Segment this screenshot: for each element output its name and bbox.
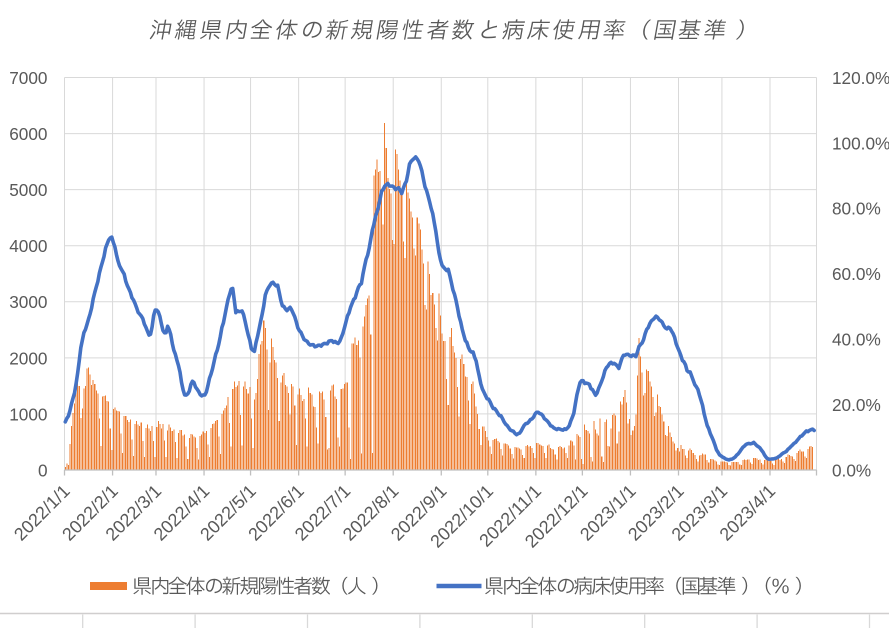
svg-text:3000: 3000 <box>9 292 47 312</box>
svg-text:40.0%: 40.0% <box>832 330 881 350</box>
svg-text:7000: 7000 <box>9 68 47 88</box>
svg-text:2000: 2000 <box>9 348 47 368</box>
svg-text:1000: 1000 <box>9 404 47 424</box>
svg-text:100.0%: 100.0% <box>832 133 889 153</box>
svg-text:60.0%: 60.0% <box>832 264 881 284</box>
svg-text:0: 0 <box>38 460 48 480</box>
svg-text:0.0%: 0.0% <box>832 460 871 480</box>
svg-text:5000: 5000 <box>9 180 47 200</box>
svg-text:120.0%: 120.0% <box>832 68 889 88</box>
svg-text:6000: 6000 <box>9 124 47 144</box>
svg-text:4000: 4000 <box>9 236 47 256</box>
svg-text:20.0%: 20.0% <box>832 395 881 415</box>
svg-text:80.0%: 80.0% <box>832 199 881 219</box>
